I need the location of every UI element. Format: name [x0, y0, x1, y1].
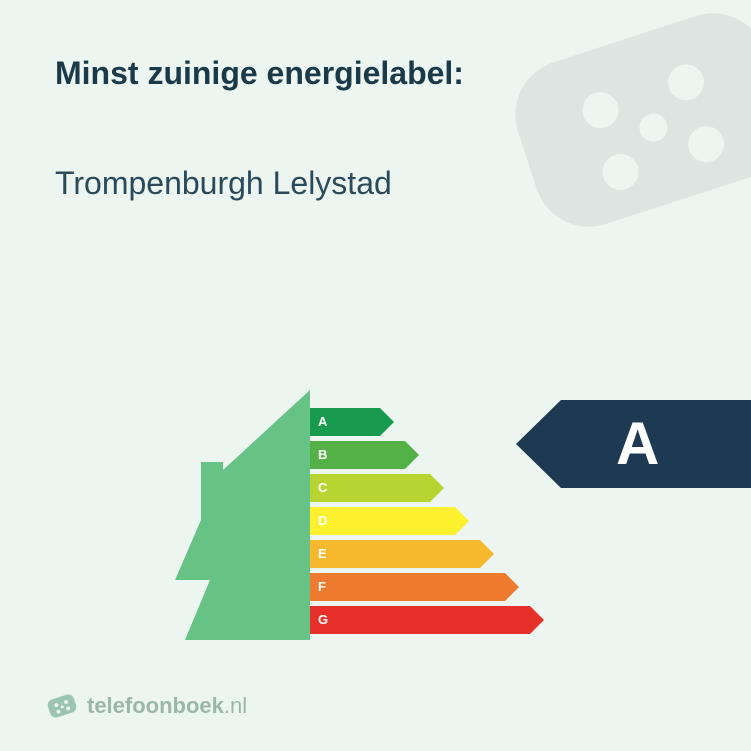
brand-name: telefoonboek: [87, 693, 224, 718]
bar-letter: D: [318, 507, 327, 535]
watermark-icon: [471, 0, 751, 300]
selected-label-letter: A: [616, 409, 659, 478]
bar-shape: [310, 474, 444, 502]
location-name: Trompenburgh Lelystad: [55, 165, 392, 202]
house-icon: [155, 390, 310, 650]
bar-letter: A: [318, 408, 327, 436]
brand-tld: .nl: [224, 693, 247, 718]
bar-shape: [310, 540, 494, 568]
selected-label-badge: A: [516, 400, 751, 493]
bar-shape: [310, 573, 519, 601]
bar-shape: [310, 606, 544, 634]
brand-text: telefoonboek.nl: [87, 693, 247, 719]
bar-shape: [310, 507, 469, 535]
bar-letter: F: [318, 573, 326, 601]
footer-brand: telefoonboek.nl: [45, 689, 247, 723]
bar-letter: G: [318, 606, 328, 634]
bar-letter: E: [318, 540, 327, 568]
page-title: Minst zuinige energielabel:: [55, 55, 464, 92]
bar-letter: B: [318, 441, 327, 469]
bar-letter: C: [318, 474, 327, 502]
brand-icon: [45, 689, 79, 723]
